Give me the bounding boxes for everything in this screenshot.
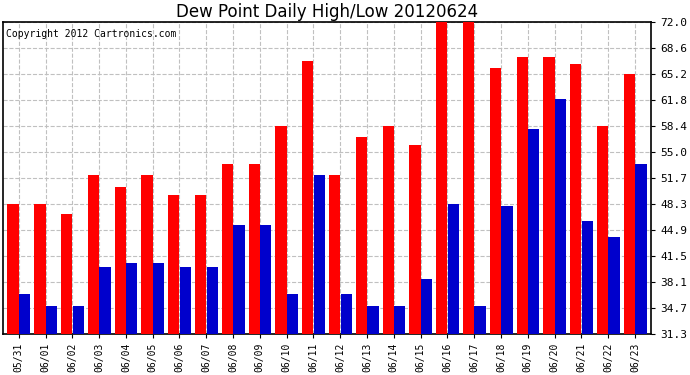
Bar [329, 176, 340, 375]
Title: Dew Point Daily High/Low 20120624: Dew Point Daily High/Low 20120624 [176, 3, 478, 21]
Bar [501, 206, 513, 375]
Bar [141, 176, 152, 375]
Bar [195, 195, 206, 375]
Bar [555, 99, 566, 375]
Bar [394, 306, 405, 375]
Bar [180, 267, 191, 375]
Bar [517, 57, 528, 375]
Bar [382, 126, 394, 375]
Bar [570, 64, 582, 375]
Bar [490, 68, 501, 375]
Bar [126, 263, 137, 375]
Bar [34, 204, 46, 375]
Bar [287, 294, 298, 375]
Bar [448, 204, 459, 375]
Bar [367, 306, 379, 375]
Text: Copyright 2012 Cartronics.com: Copyright 2012 Cartronics.com [6, 28, 177, 39]
Bar [99, 267, 110, 375]
Bar [463, 22, 474, 375]
Bar [597, 126, 608, 375]
Bar [206, 267, 218, 375]
Bar [233, 225, 244, 375]
Bar [314, 176, 325, 375]
Bar [260, 225, 271, 375]
Bar [409, 145, 421, 375]
Bar [61, 214, 72, 375]
Bar [168, 195, 179, 375]
Bar [72, 306, 83, 375]
Bar [528, 129, 540, 375]
Bar [248, 164, 260, 375]
Bar [356, 137, 367, 375]
Bar [341, 294, 352, 375]
Bar [88, 176, 99, 375]
Bar [421, 279, 432, 375]
Bar [8, 204, 19, 375]
Bar [221, 164, 233, 375]
Bar [609, 237, 620, 375]
Bar [543, 57, 555, 375]
Bar [436, 22, 447, 375]
Bar [46, 306, 57, 375]
Bar [153, 263, 164, 375]
Bar [19, 294, 30, 375]
Bar [624, 74, 635, 375]
Bar [582, 221, 593, 375]
Bar [302, 61, 313, 375]
Bar [475, 306, 486, 375]
Bar [275, 126, 286, 375]
Bar [115, 187, 126, 375]
Bar [635, 164, 647, 375]
